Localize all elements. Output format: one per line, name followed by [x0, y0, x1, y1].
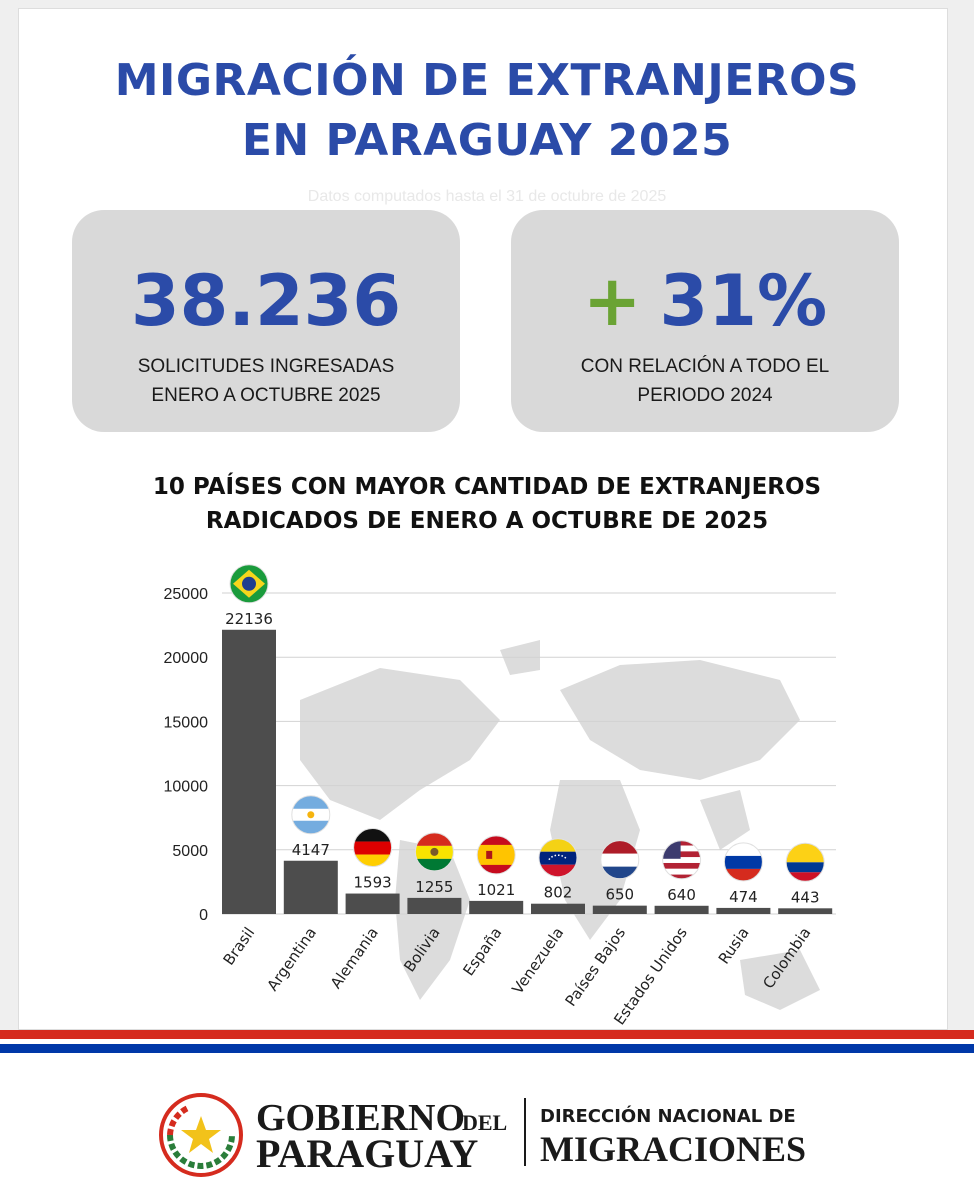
- bar-venezuela: [531, 903, 585, 914]
- flag-stripe-white: [0, 1039, 974, 1044]
- dept-line1: DIRECCIÓN NACIONAL DE: [540, 1106, 796, 1127]
- dept-line2: MIGRACIONES: [540, 1129, 807, 1169]
- argentina-flag-icon: [291, 795, 331, 835]
- y-tick-label: 5000: [172, 843, 208, 860]
- data-label: 650: [605, 886, 634, 904]
- bar-estados-unidos: [654, 905, 709, 914]
- brazil-flag-icon: [229, 564, 269, 604]
- data-label: 1021: [477, 881, 515, 899]
- bar-países-bajos: [592, 905, 647, 914]
- netherlands-flag-icon: [600, 840, 640, 880]
- x-tick-label: Países Bajos: [562, 924, 630, 1010]
- data-labels: 22136 4147 1593 1255 1021 802 650 640 474 443: [225, 610, 819, 907]
- x-axis-labels: Brasil Argentina Alemania Bolivia España Vene…: [220, 924, 815, 1029]
- bolivia-flag-icon: [414, 832, 454, 872]
- data-label: 474: [729, 888, 758, 906]
- data-label: 640: [667, 886, 696, 904]
- bar-bolivia: [407, 897, 462, 914]
- growth-percent: 31%: [659, 260, 828, 342]
- stat-label-line1: SOLICITUDES INGRESADAS: [137, 356, 395, 377]
- y-tick-label: 10000: [164, 779, 209, 796]
- stat-value-growth: +31%: [511, 260, 899, 342]
- x-tick-label: España: [459, 924, 505, 979]
- plus-sign: +: [582, 260, 642, 342]
- paraguay-seal-icon: [159, 1093, 243, 1177]
- page-title-line2: EN PARAGUAY 2025: [241, 115, 733, 166]
- flag-stripe-blue: [0, 1044, 974, 1053]
- stat-card-growth: +31% CON RELACIÓN A TODO EL PERIODO 2024: [511, 210, 899, 432]
- y-tick-label: 25000: [164, 586, 209, 603]
- data-cutoff-note: Datos computados hasta el 31 de octubre …: [307, 188, 667, 205]
- flag-stripe-red: [0, 1030, 974, 1039]
- chart-title-line2: RADICADOS DE ENERO A OCTUBRE DE 2025: [205, 508, 769, 534]
- y-tick-label: 15000: [164, 714, 209, 731]
- y-tick-label: 20000: [164, 650, 209, 667]
- bars: [222, 629, 833, 914]
- usa-flag-icon: [662, 840, 702, 880]
- stat-label-line1: CON RELACIÓN A TODO EL: [580, 356, 830, 377]
- bar-brasil: [222, 629, 276, 914]
- data-label: 443: [791, 888, 820, 906]
- x-tick-label: Argentina: [263, 924, 320, 994]
- data-label: 802: [544, 884, 573, 902]
- flags: [229, 564, 825, 882]
- data-label: 1593: [354, 874, 392, 892]
- colombia-flag-icon: [785, 842, 825, 882]
- gov-line2: PARAGUAY: [256, 1131, 479, 1176]
- gov-line1: GOBIERNO: [256, 1097, 466, 1139]
- footer-divider: [524, 1098, 526, 1166]
- stat-card-requests: 38.236 SOLICITUDES INGRESADAS ENERO A OC…: [72, 210, 460, 432]
- gov-del: DEL: [462, 1110, 508, 1135]
- x-tick-label: Alemania: [327, 924, 382, 992]
- stat-value-requests: 38.236: [130, 260, 402, 342]
- russia-flag-icon: [723, 842, 763, 882]
- chart-title-line1: 10 PAÍSES CON MAYOR CANTIDAD DE EXTRANJE…: [152, 474, 822, 500]
- bar-rusia: [716, 907, 771, 914]
- world-map-background: [300, 640, 820, 1010]
- bar-españa: [469, 900, 524, 914]
- bar-alemania: [345, 893, 400, 914]
- data-label: 4147: [292, 841, 330, 859]
- stat-label-line2: ENERO A OCTUBRE 2025: [151, 385, 381, 406]
- bar-argentina: [283, 860, 338, 914]
- x-tick-label: Venezuela: [508, 924, 567, 997]
- spain-flag-icon: [476, 835, 516, 875]
- y-axis: 0 5000 10000 15000 20000 25000: [164, 586, 209, 924]
- data-label: 22136: [225, 610, 273, 628]
- bar-colombia: [778, 908, 833, 914]
- data-label: 1255: [415, 878, 453, 896]
- venezuela-flag-icon: [538, 838, 578, 878]
- y-tick-label: 0: [199, 907, 208, 924]
- stat-label-line2: PERIODO 2024: [637, 385, 773, 406]
- gridlines: [222, 592, 836, 915]
- page-title-line1: MIGRACIÓN DE EXTRANJEROS: [114, 55, 860, 106]
- x-tick-label: Brasil: [220, 924, 259, 969]
- germany-flag-icon: [353, 828, 393, 868]
